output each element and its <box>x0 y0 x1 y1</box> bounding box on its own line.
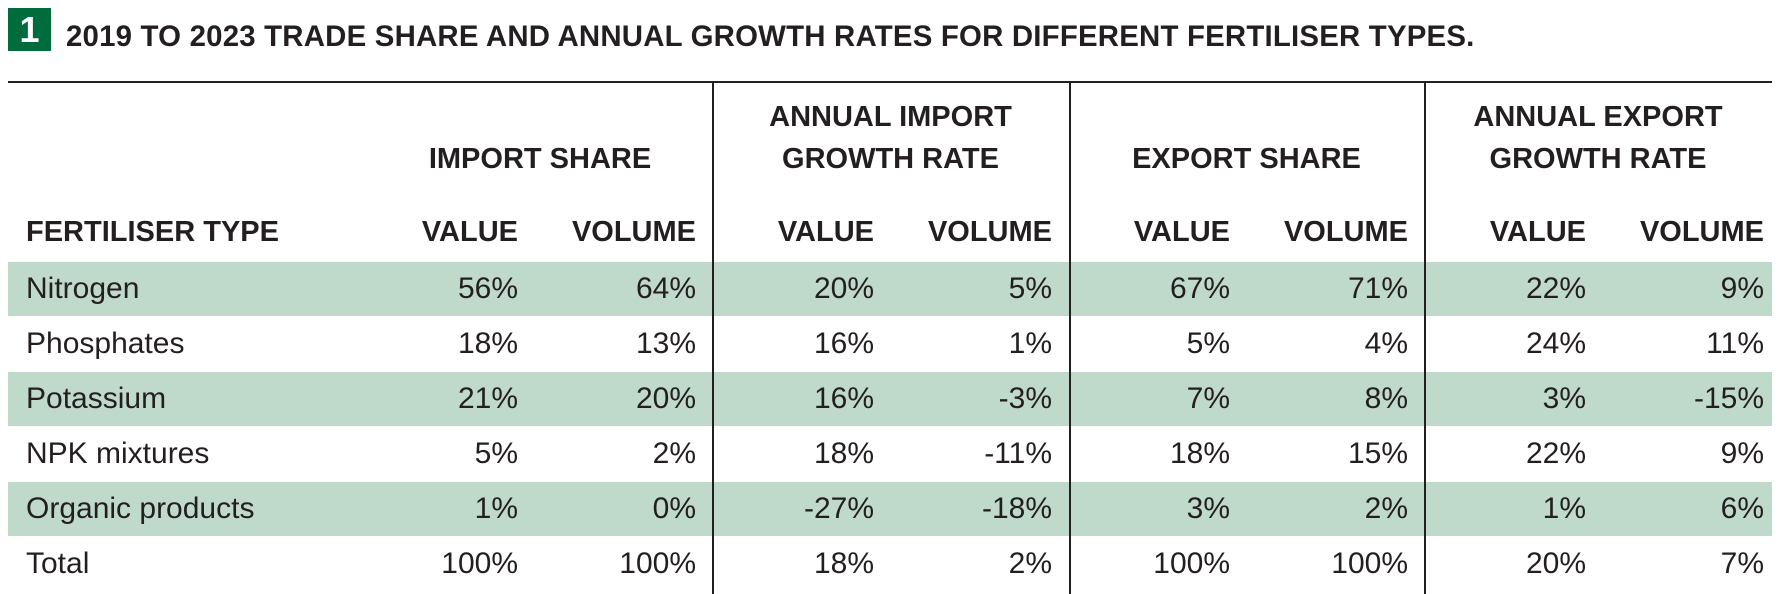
table-cell-value: 18% <box>457 327 518 360</box>
table-cell-value: 6% <box>1720 492 1764 525</box>
table-cell-value: 100% <box>619 547 696 580</box>
top-rule <box>8 81 1772 83</box>
table-cell-value: 9% <box>1720 272 1764 305</box>
table-cell-value: 100% <box>441 547 518 580</box>
fertiliser-type-label: Potassium <box>26 382 167 415</box>
table-cell-value: 16% <box>813 382 874 415</box>
header-group-line1: ANNUAL IMPORT <box>769 101 1012 133</box>
header-group-line2: GROWTH RATE <box>1489 143 1707 175</box>
table-cell-value: 2% <box>1364 492 1408 525</box>
header-sub-value: VALUE <box>1489 216 1586 248</box>
header-sub-value: VALUE <box>777 216 874 248</box>
table-cell-value: -15% <box>1693 382 1764 415</box>
column-divider <box>1069 82 1071 594</box>
table-cell-value: 3% <box>1542 382 1586 415</box>
table-cell-value: 2% <box>652 437 696 470</box>
table-cell-value: 5% <box>474 437 518 470</box>
header-sub-volume: VOLUME <box>1283 216 1408 248</box>
table-cell-value: 0% <box>652 492 696 525</box>
table-cell-value: 9% <box>1720 437 1764 470</box>
header-sub-volume: VOLUME <box>1639 216 1764 248</box>
table-cell-value: 3% <box>1186 492 1230 525</box>
fertiliser-type-label: Organic products <box>26 492 255 525</box>
table-cell-value: 18% <box>813 437 874 470</box>
table-cell-value: 4% <box>1364 327 1408 360</box>
table-cell-value: 11% <box>1706 327 1764 360</box>
fertiliser-type-label: NPK mixtures <box>26 437 210 470</box>
table-cell-value: -11% <box>984 437 1052 470</box>
row-background <box>8 482 1772 536</box>
table-cell-value: 13% <box>635 327 696 360</box>
table-cell-value: 22% <box>1525 272 1586 305</box>
fertiliser-type-label: Phosphates <box>26 327 185 360</box>
table-cell-value: 1% <box>474 492 518 525</box>
table-cell-value: 20% <box>813 272 874 305</box>
row-background <box>8 262 1772 316</box>
header-sub-value: VALUE <box>1133 216 1230 248</box>
table-cell-value: -18% <box>981 492 1052 525</box>
column-divider <box>712 82 714 594</box>
table-cell-value: 1% <box>1542 492 1586 525</box>
table-title: 2019 TO 2023 TRADE SHARE AND ANNUAL GROW… <box>66 20 1475 53</box>
table-cell-value: -3% <box>998 382 1052 415</box>
header-group-title: IMPORT SHARE <box>428 143 652 175</box>
table-cell-value: 2% <box>1008 547 1052 580</box>
table-cell-value: 18% <box>813 547 874 580</box>
fertiliser-type-label: Total <box>26 547 90 580</box>
header-sub-volume: VOLUME <box>571 216 696 248</box>
table-cell-value: 20% <box>635 382 696 415</box>
table-cell-value: 100% <box>1153 547 1230 580</box>
table-cell-value: 5% <box>1186 327 1230 360</box>
column-divider <box>1424 82 1426 594</box>
header-sub-value: VALUE <box>421 216 518 248</box>
table-cell-value: 21% <box>457 382 518 415</box>
figure-number-badge: 1 <box>8 8 51 51</box>
table-cell-value: 22% <box>1525 437 1586 470</box>
header-group-title: EXPORT SHARE <box>1132 143 1361 175</box>
table-cell-value: 100% <box>1331 547 1408 580</box>
table-cell-value: 16% <box>813 327 874 360</box>
table-cell-value: 1% <box>1008 327 1052 360</box>
table-cell-value: 20% <box>1525 547 1586 580</box>
header-group-line2: GROWTH RATE <box>782 143 999 175</box>
fertiliser-type-label: Nitrogen <box>26 272 140 305</box>
table-cell-value: 7% <box>1186 382 1230 415</box>
header-fertiliser-type: FERTILISER TYPE <box>26 216 279 248</box>
table-cell-value: 67% <box>1169 272 1230 305</box>
table-cell-value: 71% <box>1347 272 1408 305</box>
header-group-line1: ANNUAL EXPORT <box>1473 101 1723 133</box>
table-cell-value: 7% <box>1720 547 1764 580</box>
row-background <box>8 372 1772 426</box>
table-cell-value: 15% <box>1347 437 1408 470</box>
table-cell-value: -27% <box>803 492 874 525</box>
header-sub-volume: VOLUME <box>927 216 1052 248</box>
table-cell-value: 24% <box>1525 327 1586 360</box>
table-cell-value: 5% <box>1008 272 1052 305</box>
table-cell-value: 64% <box>635 272 696 305</box>
table-cell-value: 18% <box>1169 437 1230 470</box>
table-cell-value: 8% <box>1364 382 1408 415</box>
table-cell-value: 56% <box>457 272 518 305</box>
